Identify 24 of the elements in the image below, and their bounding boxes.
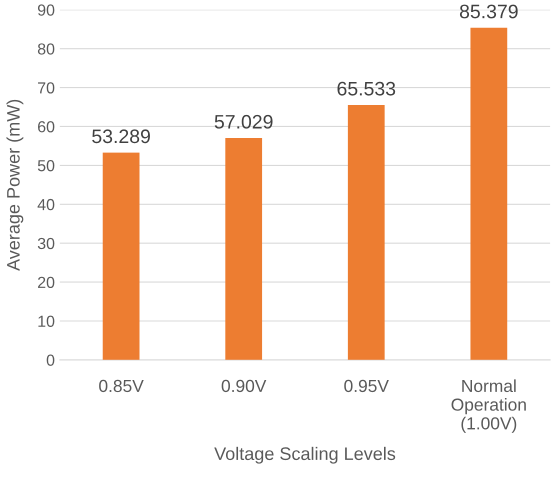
y-tick-label: 50 bbox=[38, 160, 54, 172]
data-label: 53.289 bbox=[92, 129, 150, 144]
bar bbox=[102, 152, 140, 360]
bar bbox=[225, 138, 262, 360]
bar bbox=[348, 104, 385, 360]
x-tick-label: Normal Operation (1.00V) bbox=[452, 379, 526, 433]
x-tick-label: 0.95V bbox=[344, 380, 389, 392]
y-tick-label: 40 bbox=[38, 198, 54, 210]
y-tick-label: 80 bbox=[38, 43, 54, 55]
y-tick-label: 90 bbox=[38, 4, 54, 16]
bar bbox=[470, 28, 508, 360]
x-axis-title: Voltage Scaling Levels bbox=[214, 446, 396, 464]
data-label: 65.533 bbox=[338, 82, 396, 96]
y-tick-label: 30 bbox=[38, 238, 54, 250]
data-label: 57.029 bbox=[214, 114, 273, 129]
y-tick-label: 0 bbox=[46, 354, 54, 366]
data-label: 85.379 bbox=[460, 4, 518, 18]
y-axis-title: Average Power (mW) bbox=[6, 100, 24, 271]
x-tick-label: 0.90V bbox=[222, 380, 266, 392]
y-tick-label: 70 bbox=[38, 82, 54, 94]
y-tick-label: 20 bbox=[38, 276, 54, 288]
y-tick-label: 60 bbox=[38, 121, 54, 132]
y-tick-label: 10 bbox=[38, 316, 54, 327]
x-tick-label: 0.85V bbox=[99, 380, 144, 392]
